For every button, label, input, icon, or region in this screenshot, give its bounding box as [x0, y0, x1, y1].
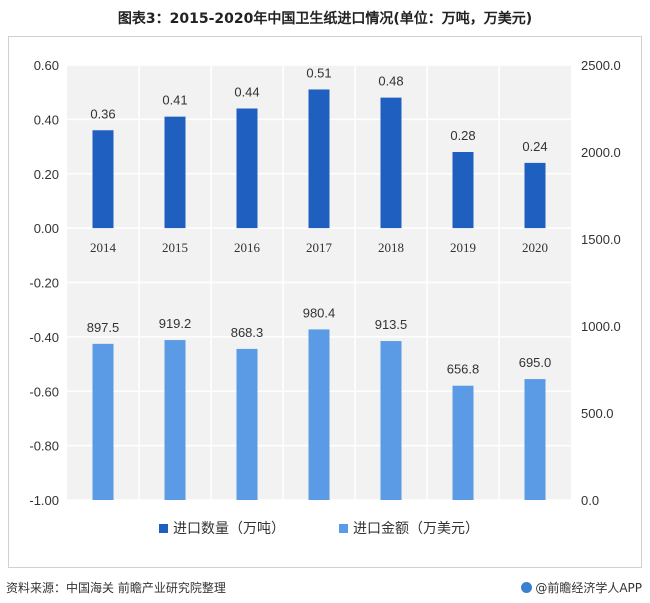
data-label-value: 913.5: [375, 317, 408, 332]
y-left-tick-label: -0.40: [29, 330, 59, 345]
data-label-value: 980.4: [303, 305, 336, 320]
x-tick-label: 2014: [90, 240, 117, 255]
bar-volume: [308, 89, 330, 229]
x-tick-label: 2017: [306, 240, 333, 255]
legend-label-value: 进口金额（万美元）: [353, 521, 479, 537]
bar-volume: [380, 97, 402, 229]
data-label-volume: 0.41: [162, 93, 187, 108]
x-tick-label: 2020: [522, 240, 548, 255]
y-left-tick-label: 0.00: [34, 221, 59, 236]
x-tick-label: 2018: [378, 240, 404, 255]
bar-value: [308, 329, 330, 500]
y-right-tick-label: 2500.0: [581, 58, 621, 73]
y-right-tick-label: 500.0: [581, 406, 614, 421]
y-right-tick-label: 2000.0: [581, 145, 621, 160]
y-left-tick-label: 0.20: [34, 167, 59, 182]
data-label-value: 656.8: [447, 362, 480, 377]
brand-note: @前瞻经济学人APP: [521, 579, 642, 596]
bar-value: [236, 348, 258, 500]
bar-value: [380, 341, 402, 500]
legend-swatch-volume: [159, 524, 168, 533]
y-left-tick-label: 0.40: [34, 112, 59, 127]
data-label-value: 695.0: [519, 355, 552, 370]
legend-swatch-value: [339, 524, 348, 533]
data-label-volume: 0.24: [522, 139, 547, 154]
bar-volume: [524, 162, 546, 229]
chart-svg: 0.60 0.40 0.20 0.00 -0.20 -0.40 -0.60 -0.80 -1.0…: [29, 58, 621, 537]
bar-value: [92, 343, 114, 500]
bar-value: [452, 385, 474, 500]
y-left-tick-label: -0.80: [29, 439, 59, 454]
bar-value: [164, 340, 186, 500]
y-right-tick-label: 0.0: [581, 493, 599, 508]
bar-volume: [92, 130, 114, 229]
y-right-tick-label: 1000.0: [581, 319, 621, 334]
y-left-tick-label: -0.20: [29, 276, 59, 291]
chart-frame: 0.60 0.40 0.20 0.00 -0.20 -0.40 -0.60 -0.80 -1.0…: [8, 36, 642, 568]
bar-volume: [236, 108, 258, 229]
x-tick-label: 2016: [234, 240, 261, 255]
y-left-tick-label: -0.60: [29, 384, 59, 399]
chart-title: 图表3：2015-2020年中国卫生纸进口情况(单位：万吨，万美元): [117, 11, 533, 27]
bar-volume: [164, 116, 186, 229]
y-left-tick-label: 0.60: [34, 58, 59, 73]
data-label-volume: 0.51: [306, 65, 331, 80]
source-note: 资料来源：中国海关 前瞻产业研究院整理: [6, 581, 226, 595]
y-right-tick-label: 1500.0: [581, 232, 621, 247]
data-label-value: 919.2: [159, 316, 192, 331]
bar-volume: [452, 152, 474, 229]
bar-value: [524, 379, 546, 500]
x-tick-label: 2019: [450, 240, 476, 255]
brand-logo-icon: [521, 582, 533, 593]
y-left-tick-label: -1.00: [29, 493, 59, 508]
data-label-value: 868.3: [231, 325, 264, 340]
data-label-volume: 0.36: [90, 106, 115, 121]
legend-label-volume: 进口数量（万吨）: [173, 521, 285, 537]
x-tick-label: 2015: [162, 240, 188, 255]
data-label-value: 897.5: [87, 320, 120, 335]
data-label-volume: 0.28: [450, 128, 475, 143]
brand-text: @前瞻经济学人APP: [535, 581, 642, 595]
data-label-volume: 0.44: [234, 85, 259, 100]
data-label-volume: 0.48: [378, 74, 403, 89]
